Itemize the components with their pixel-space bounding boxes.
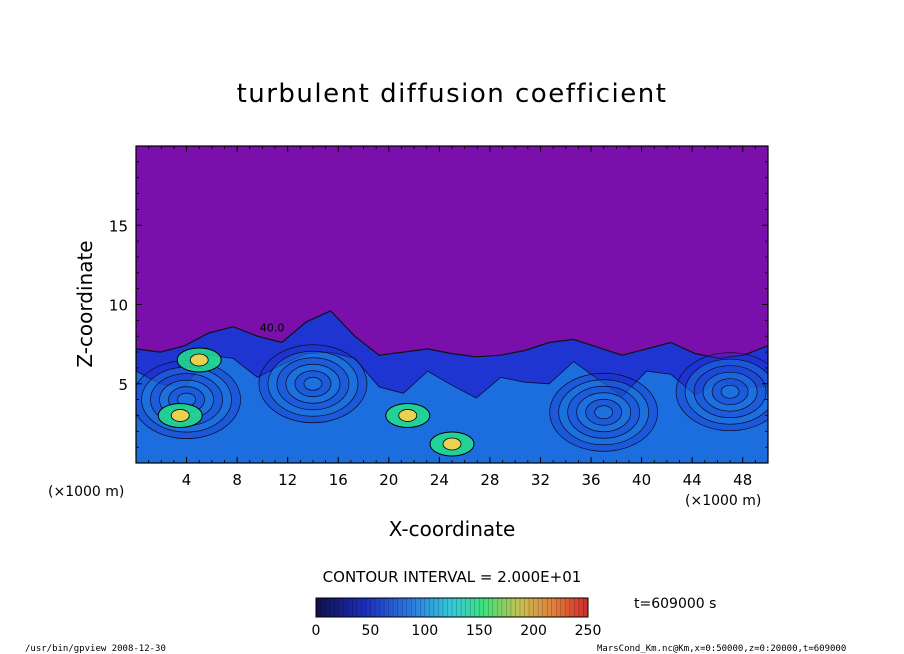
eddy-contour: [285, 363, 341, 404]
eddy-contour: [594, 405, 614, 420]
x-tick-label: 12: [278, 471, 297, 489]
y-axis-label: Z-coordinate: [73, 240, 97, 367]
x-tick-label: 20: [379, 471, 398, 489]
x-tick-label: 8: [232, 471, 242, 489]
colorbar-ticks: 0 50 100 150 200 250: [312, 598, 602, 639]
y-axis: 5 10 15: [109, 161, 768, 448]
x-tick-label: 32: [531, 471, 550, 489]
eddy-contour: [711, 378, 749, 406]
max-k-core: [189, 353, 209, 367]
footer-right: MarsCond_Km.nc@Km,x=0:50000,z=0:20000,t=…: [597, 644, 846, 654]
eddy-contour: [303, 376, 323, 391]
mid-k-band: [136, 351, 768, 463]
eddy-contour: [702, 371, 758, 412]
x-tick-label: 40: [632, 471, 651, 489]
x-unit-right: (×1000 m): [685, 493, 761, 509]
max-k-core: [398, 409, 418, 422]
max-k-core: [442, 437, 462, 451]
x-tick-label: 4: [182, 471, 192, 489]
contour-value-label: 40.0: [260, 321, 285, 334]
time-label: t=609000 s: [634, 596, 716, 612]
footer-left: /usr/bin/gpview 2008-12-30: [25, 644, 166, 654]
colorbar-tick-label: 50: [361, 623, 379, 639]
colorbar-tick-label: 150: [466, 623, 493, 639]
eddy-contour: [258, 344, 368, 424]
x-axis-label: X-coordinate: [389, 517, 516, 541]
eddy-contour: [558, 379, 650, 446]
max-k-core: [170, 409, 190, 422]
heatmap-field: 40.0: [136, 310, 768, 463]
x-unit-left: (×1000 m): [48, 484, 124, 500]
x-tick-label: 24: [430, 471, 449, 489]
colorbar-tick-label: 250: [575, 623, 602, 639]
eddy-contour: [675, 352, 768, 432]
eddy-contour: [549, 372, 659, 452]
x-tick-label: 16: [329, 471, 348, 489]
x-tick-label: 44: [683, 471, 702, 489]
x-axis: 4 8 12 16 20 24 28 32 36 40 44 48: [148, 146, 756, 489]
eddy-contour: [276, 357, 350, 411]
y-tick-label: 5: [118, 376, 128, 394]
colorbar-tick-label: 100: [411, 623, 438, 639]
y-tick-label: 15: [109, 217, 128, 235]
contour-interval-text: CONTOUR INTERVAL = 2.000E+01: [323, 568, 582, 586]
x-tick-label: 36: [581, 471, 600, 489]
eddy-contour: [720, 384, 740, 399]
y-tick-label: 10: [109, 297, 128, 315]
eddy-contour: [693, 365, 767, 419]
eddy-contour: [267, 350, 359, 417]
chart-title: turbulent diffusion coefficient: [237, 79, 668, 109]
x-tick-label: 28: [480, 471, 499, 489]
colorbar-tick-label: 200: [520, 623, 547, 639]
eddy-contour: [576, 392, 632, 433]
eddy-contour: [684, 358, 768, 425]
eddy-contour: [294, 370, 332, 398]
eddy-contour: [585, 398, 623, 426]
eddy-contour: [567, 385, 641, 439]
x-tick-label: 48: [733, 471, 752, 489]
colorbar-tick-label: 0: [312, 623, 321, 639]
